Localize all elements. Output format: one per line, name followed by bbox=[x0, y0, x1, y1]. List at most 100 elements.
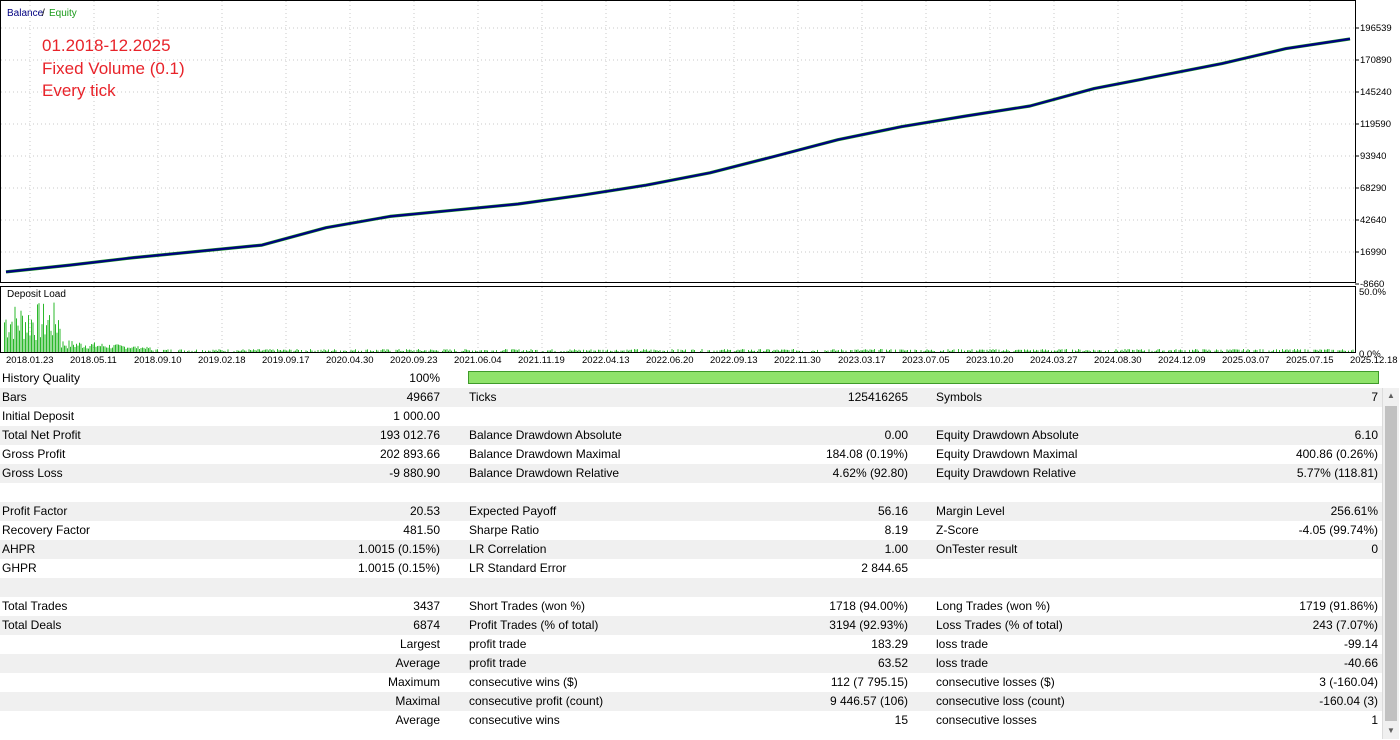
deposit-load-bar bbox=[277, 349, 278, 352]
deposit-load-bar bbox=[32, 322, 34, 352]
deposit-load-bar bbox=[700, 351, 701, 352]
deposit-load-bar bbox=[119, 345, 121, 352]
report-cell-c4: 1718 (94.00%) bbox=[829, 599, 908, 613]
deposit-load-bar bbox=[640, 351, 641, 352]
deposit-load-bar bbox=[1196, 349, 1198, 352]
deposit-load-bar bbox=[589, 350, 590, 352]
scrollbar-thumb[interactable] bbox=[1385, 406, 1397, 721]
deposit-load-bar bbox=[1273, 349, 1274, 352]
x-tick-label: 2024.12.09 bbox=[1158, 355, 1206, 366]
deposit-load-bar bbox=[595, 350, 596, 352]
deposit-load-bar bbox=[616, 349, 617, 352]
deposit-load-bar bbox=[979, 349, 980, 352]
deposit-load-bar bbox=[1162, 350, 1163, 352]
scroll-up-arrow-icon[interactable]: ▲ bbox=[1387, 391, 1395, 400]
deposit-load-bar bbox=[220, 349, 221, 352]
deposit-load-bar bbox=[802, 350, 803, 352]
deposit-load-bar bbox=[542, 351, 544, 352]
y-tick-label: 170890 bbox=[1360, 55, 1392, 66]
report-cell-c1 bbox=[2, 673, 202, 692]
deposit-load-bar bbox=[166, 350, 167, 352]
report-cell-c6: 3 (-160.04) bbox=[1319, 675, 1378, 689]
deposit-load-bar bbox=[376, 349, 377, 352]
deposit-load-bar bbox=[1249, 350, 1250, 352]
report-cell-c3: consecutive profit (count) bbox=[469, 694, 604, 708]
deposit-load-bar bbox=[1316, 349, 1318, 352]
deposit-load-bar bbox=[1217, 350, 1219, 352]
deposit-load-bar bbox=[1181, 350, 1183, 352]
report-row: Maximal consecutive profit (count) 9 446.5… bbox=[0, 692, 1382, 711]
deposit-load-bar bbox=[233, 351, 235, 352]
deposit-load-bar bbox=[934, 351, 935, 352]
deposit-load-bar bbox=[910, 349, 911, 352]
deposit-load-bar bbox=[124, 346, 125, 352]
x-tick-label: 2019.02.18 bbox=[198, 355, 246, 366]
deposit-load-bar bbox=[461, 350, 463, 352]
deposit-load-bar bbox=[91, 344, 92, 352]
deposit-load-bar bbox=[857, 349, 859, 352]
report-cell-c5: Symbols bbox=[936, 390, 983, 404]
deposit-load-bar bbox=[371, 351, 373, 352]
deposit-load-bar bbox=[428, 350, 430, 352]
deposit-load-bar bbox=[79, 342, 80, 352]
report-cell-c4: 184.08 (0.19%) bbox=[825, 447, 908, 461]
deposit-load-bar bbox=[740, 349, 742, 352]
deposit-load-bar bbox=[685, 349, 686, 352]
report-row: Average profit trade 63.52 loss trade -40.66 bbox=[0, 654, 1382, 673]
deposit-load-bar bbox=[1066, 349, 1067, 352]
x-tick-label: 2021.11.19 bbox=[518, 355, 565, 366]
deposit-load-bar bbox=[94, 342, 95, 352]
legend-balance: Balance bbox=[7, 8, 44, 19]
deposit-load-bar bbox=[1189, 349, 1190, 352]
report-cell-c3: Short Trades (won %) bbox=[469, 599, 586, 613]
deposit-load-bar bbox=[314, 350, 316, 352]
deposit-load-bar bbox=[659, 350, 661, 352]
deposit-load-bar bbox=[899, 349, 901, 352]
report-cell-c4 bbox=[710, 578, 908, 597]
deposit-load-bar bbox=[13, 338, 14, 352]
deposit-load-bar bbox=[1331, 349, 1333, 352]
deposit-load-bar bbox=[968, 350, 970, 352]
report-cell-c2: 1.0015 (0.15%) bbox=[357, 561, 440, 575]
report-cell-c6: -160.04 (3) bbox=[1319, 694, 1378, 708]
annotation-volume: Fixed Volume (0.1) bbox=[42, 59, 185, 78]
scroll-down-arrow-icon[interactable]: ▼ bbox=[1387, 726, 1395, 735]
report-cell-c6: 400.86 (0.26%) bbox=[1295, 447, 1378, 461]
deposit-load-bar bbox=[10, 324, 11, 352]
deposit-load-bar bbox=[953, 349, 955, 352]
deposit-load-bar bbox=[1133, 350, 1135, 352]
deposit-load-bar bbox=[1279, 350, 1280, 352]
report-cell-c5: loss trade bbox=[936, 637, 989, 651]
deposit-load-bar bbox=[1328, 349, 1330, 352]
deposit-load-bar bbox=[1207, 350, 1208, 352]
report-cell-c6: 0 bbox=[1371, 542, 1378, 556]
deposit-load-bar bbox=[53, 302, 55, 352]
annotation-period: 01.2018-12.2025 bbox=[42, 36, 171, 55]
deposit-load-bar bbox=[103, 346, 104, 352]
deposit-load-bar bbox=[1220, 349, 1222, 352]
deposit-load-bar bbox=[518, 349, 520, 352]
deposit-load-bar bbox=[859, 350, 860, 352]
deposit-load-bar bbox=[295, 350, 296, 352]
deposit-load-bar bbox=[860, 350, 862, 352]
history-quality-label: History Quality bbox=[2, 371, 81, 385]
report-cell-c2: 1 000.00 bbox=[393, 409, 440, 423]
deposit-load-bar bbox=[1027, 349, 1028, 352]
deposit-load-bar bbox=[1204, 349, 1205, 352]
deposit-load-bar bbox=[754, 350, 755, 352]
curves bbox=[5, 37, 1351, 274]
deposit-load-bar bbox=[422, 351, 424, 352]
deposit-load-bar bbox=[1048, 350, 1049, 352]
deposit-load-bar bbox=[485, 350, 487, 352]
deposit-load-bar bbox=[514, 349, 515, 352]
deposit-load-bar bbox=[983, 349, 985, 352]
report-scrollbar[interactable]: ▲ ▼ bbox=[1382, 388, 1399, 739]
deposit-load-bar bbox=[650, 349, 652, 352]
deposit-load-bar bbox=[287, 350, 289, 352]
report-cell-c1 bbox=[2, 692, 202, 711]
deposit-load-bar bbox=[1352, 349, 1354, 352]
deposit-load-bar bbox=[970, 350, 971, 352]
deposit-load-bar bbox=[475, 350, 476, 352]
deposit-load-bar bbox=[742, 349, 743, 352]
